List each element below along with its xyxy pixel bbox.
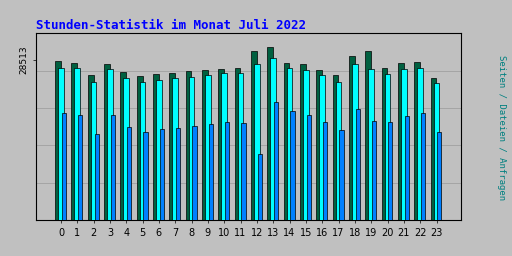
- Bar: [258, 154, 262, 220]
- Bar: [205, 75, 211, 220]
- Bar: [104, 65, 110, 220]
- Bar: [254, 65, 260, 220]
- Bar: [398, 63, 404, 220]
- Bar: [78, 115, 82, 220]
- Bar: [389, 122, 393, 220]
- Bar: [137, 76, 142, 220]
- Bar: [401, 69, 407, 220]
- Bar: [349, 56, 355, 220]
- Bar: [55, 61, 61, 220]
- Bar: [58, 68, 64, 220]
- Bar: [74, 68, 80, 220]
- Bar: [372, 121, 376, 220]
- Bar: [153, 74, 159, 220]
- Bar: [356, 109, 360, 220]
- Bar: [107, 69, 113, 220]
- Bar: [242, 123, 246, 220]
- Bar: [225, 122, 229, 220]
- Bar: [307, 115, 311, 220]
- Bar: [91, 82, 96, 220]
- Bar: [385, 74, 390, 220]
- Bar: [235, 68, 241, 220]
- Bar: [140, 82, 145, 220]
- Bar: [352, 65, 358, 220]
- Bar: [270, 58, 276, 220]
- Bar: [336, 82, 342, 220]
- Bar: [156, 80, 162, 220]
- Bar: [209, 124, 213, 220]
- Bar: [303, 70, 309, 220]
- Bar: [333, 75, 338, 220]
- Bar: [366, 51, 371, 220]
- Bar: [143, 132, 147, 220]
- Bar: [284, 63, 289, 220]
- Bar: [274, 102, 278, 220]
- Bar: [417, 68, 423, 220]
- Bar: [189, 77, 195, 220]
- Bar: [368, 69, 374, 220]
- Bar: [267, 47, 273, 220]
- Bar: [193, 126, 197, 220]
- Bar: [339, 130, 344, 220]
- Bar: [221, 73, 227, 220]
- Bar: [173, 78, 178, 220]
- Bar: [169, 73, 175, 220]
- Bar: [319, 75, 325, 220]
- Bar: [300, 65, 306, 220]
- Bar: [431, 78, 436, 220]
- Bar: [251, 51, 257, 220]
- Bar: [290, 111, 294, 220]
- Bar: [62, 113, 66, 220]
- Bar: [111, 115, 115, 220]
- Bar: [186, 71, 191, 220]
- Text: Seiten / Dateien / Anfragen: Seiten / Dateien / Anfragen: [497, 56, 506, 200]
- Bar: [382, 68, 388, 220]
- Bar: [160, 129, 164, 220]
- Bar: [202, 70, 208, 220]
- Bar: [72, 63, 77, 220]
- Bar: [123, 78, 129, 220]
- Bar: [287, 68, 292, 220]
- Bar: [88, 75, 94, 220]
- Bar: [176, 127, 180, 220]
- Bar: [421, 113, 425, 220]
- Bar: [437, 132, 441, 220]
- Bar: [316, 70, 322, 220]
- Bar: [120, 72, 126, 220]
- Bar: [238, 73, 243, 220]
- Bar: [405, 116, 409, 220]
- Bar: [434, 83, 439, 220]
- Bar: [323, 122, 327, 220]
- Text: Stunden-Statistik im Monat Juli 2022: Stunden-Statistik im Monat Juli 2022: [36, 19, 306, 32]
- Bar: [414, 62, 420, 220]
- Bar: [95, 134, 99, 220]
- Bar: [219, 69, 224, 220]
- Bar: [127, 127, 131, 220]
